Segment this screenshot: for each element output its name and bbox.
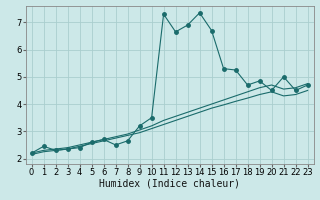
X-axis label: Humidex (Indice chaleur): Humidex (Indice chaleur) [99,179,240,189]
